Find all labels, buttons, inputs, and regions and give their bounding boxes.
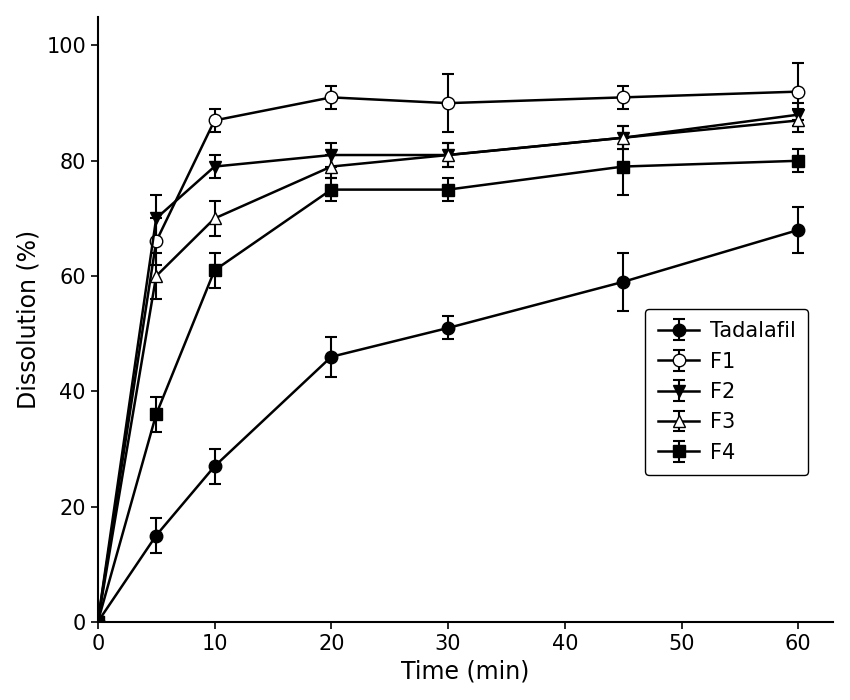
Legend: Tadalafil, F1, F2, F3, F4: Tadalafil, F1, F2, F3, F4 xyxy=(645,309,808,475)
X-axis label: Time (min): Time (min) xyxy=(401,659,530,683)
Y-axis label: Dissolution (%): Dissolution (%) xyxy=(17,230,41,409)
